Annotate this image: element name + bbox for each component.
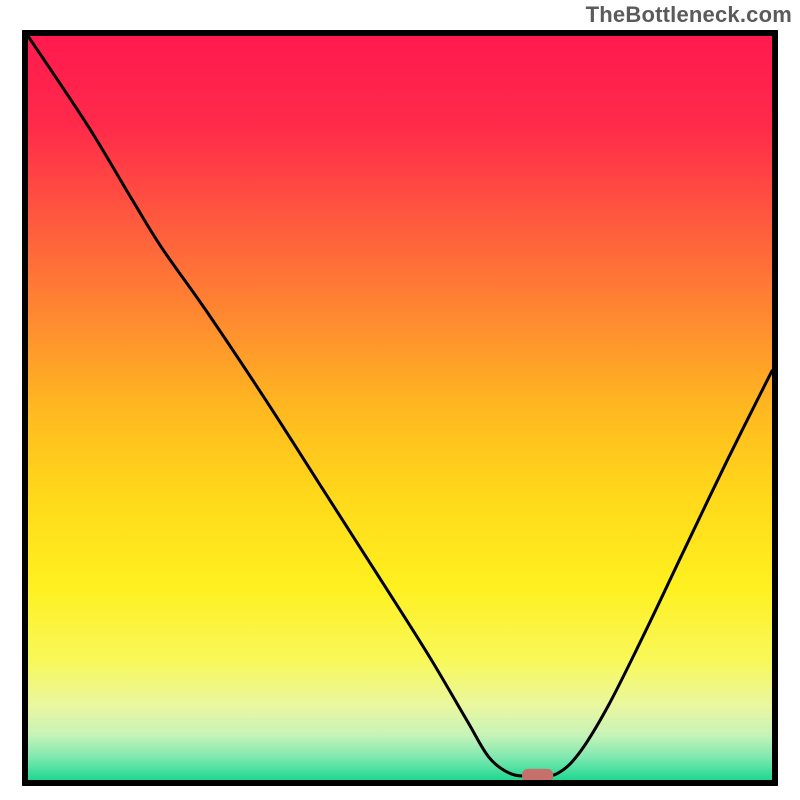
watermark-text: TheBottleneck.com bbox=[586, 2, 792, 28]
plot-area bbox=[22, 30, 778, 786]
gradient-background bbox=[28, 36, 772, 780]
chart-container: TheBottleneck.com bbox=[0, 0, 800, 800]
chart-svg bbox=[22, 30, 778, 786]
